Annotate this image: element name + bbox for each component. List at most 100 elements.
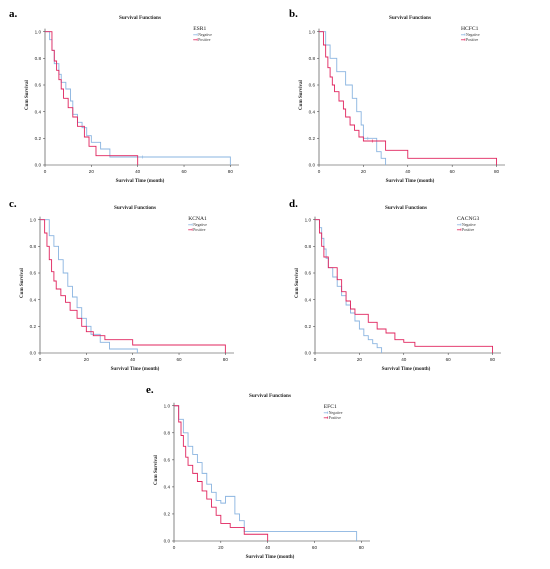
- y-tick-label: 0.6: [309, 83, 316, 88]
- y-tick-label: 0.6: [164, 457, 171, 462]
- y-tick-label: 1.0: [35, 29, 42, 34]
- y-tick-label: 0.2: [305, 324, 312, 329]
- x-tick-label: 40: [130, 357, 136, 362]
- y-tick-label: 0.2: [30, 324, 37, 329]
- km-chart-hcfc1: Survival Functions 0 20 40 60 80 0.0 0.2 0.4 0.6 0…: [299, 15, 505, 184]
- legend-entry: Positive: [193, 228, 206, 232]
- y-tick-label: 0.6: [30, 271, 37, 276]
- x-axis-label: Survival Time (month): [386, 179, 435, 184]
- y-tick-label: 0.6: [35, 83, 42, 88]
- km-chart-kcna1: Survival Functions 0 20 40 60 80 0.0 0.2 0.4 0.6 0…: [20, 205, 234, 372]
- legend-entry: Negative: [329, 411, 343, 415]
- panel-e: e. Survival Functions 0 20 40 60 80 0.0 0.2 0.4 0…: [135, 378, 415, 569]
- x-tick-label: 20: [84, 357, 90, 362]
- x-tick-label: 80: [494, 169, 500, 174]
- legend-gene-name: KCNA1: [188, 216, 207, 222]
- y-tick-label: 0.4: [164, 485, 171, 490]
- chart-title: Survival Functions: [385, 205, 427, 211]
- legend-gene-name: CACNG3: [457, 216, 480, 222]
- legend-entry: Positive: [198, 38, 211, 42]
- panel-b: b. Survival Functions 0 20 40 60 80 0.0 0.2 0.4 0…: [275, 0, 550, 190]
- legend-gene-name: HCFC1: [461, 26, 479, 32]
- panel-letter: c.: [9, 198, 17, 210]
- chart-title: Survival Functions: [249, 393, 291, 399]
- x-axis-label: Survival Time (month): [382, 367, 431, 372]
- panel-letter: b.: [289, 8, 298, 20]
- x-tick-label: 60: [181, 169, 187, 174]
- x-tick-label: 20: [218, 545, 224, 550]
- legend-entry: Negative: [193, 223, 207, 227]
- km-curve-positive: [315, 219, 494, 353]
- y-axis-label: Cum Survival: [295, 267, 300, 297]
- y-tick-label: 0.0: [309, 163, 316, 168]
- x-tick-label: 40: [135, 169, 141, 174]
- y-tick-label: 0.4: [35, 109, 42, 114]
- panel-a: a. Survival Functions 0 20 40 60 80 0.0 0.2 0.4 0…: [0, 0, 275, 190]
- legend-entry: Negative: [466, 33, 480, 37]
- x-tick-label: 60: [176, 357, 182, 362]
- y-tick-label: 0.2: [164, 512, 171, 517]
- x-tick-label: 0: [318, 169, 321, 174]
- y-tick-label: 0.0: [305, 351, 312, 356]
- x-tick-label: 80: [223, 357, 229, 362]
- x-tick-label: 0: [39, 357, 42, 362]
- x-tick-label: 20: [89, 169, 95, 174]
- legend-entry: Negative: [462, 223, 476, 227]
- y-axis-label: Cum Survival: [154, 454, 159, 484]
- x-axis-label: Survival Time (month): [116, 179, 165, 184]
- y-tick-label: 1.0: [164, 403, 171, 408]
- y-tick-label: 0.0: [164, 539, 171, 544]
- x-tick-label: 20: [357, 357, 363, 362]
- km-curve-negative: [319, 31, 387, 165]
- km-chart-cacng3: Survival Functions 0 20 40 60 80 0.0 0.2 0.4 0.6 0…: [295, 205, 501, 372]
- y-tick-label: 0.8: [305, 244, 312, 249]
- km-chart-esr1: Survival Functions 0 20 40 60 80 0.0 0.2 0.4 0.6 0…: [25, 15, 239, 184]
- y-tick-label: 0.2: [309, 136, 316, 141]
- y-axis-label: Cum Survival: [25, 79, 30, 109]
- x-tick-label: 40: [401, 357, 407, 362]
- x-tick-label: 60: [446, 357, 452, 362]
- km-curve-positive: [40, 219, 226, 353]
- y-tick-label: 0.0: [30, 351, 37, 356]
- chart-title: Survival Functions: [119, 15, 161, 21]
- x-tick-label: 0: [173, 545, 176, 550]
- y-tick-label: 0.8: [309, 56, 316, 61]
- km-curve-negative: [174, 405, 358, 541]
- km-curve-positive: [319, 31, 498, 165]
- y-tick-label: 0.0: [35, 163, 42, 168]
- y-tick-label: 0.2: [35, 136, 42, 141]
- km-curve-negative: [45, 31, 231, 165]
- km-curve-positive: [174, 405, 269, 541]
- x-tick-label: 0: [44, 169, 47, 174]
- panel-d: d. Survival Functions 0 20 40 60 80 0.0 0.2 0.4 0…: [275, 190, 550, 380]
- panel-letter: d.: [289, 198, 298, 210]
- x-tick-label: 20: [361, 169, 367, 174]
- x-tick-label: 60: [450, 169, 456, 174]
- x-tick-label: 80: [359, 545, 365, 550]
- x-axis-label: Survival Time (month): [111, 367, 160, 372]
- legend-gene-name: ESR1: [193, 26, 206, 32]
- km-chart-efc1: Survival Functions 0 20 40 60 80 0.0 0.2 0.4 0.6 0…: [154, 393, 370, 560]
- y-tick-label: 0.8: [164, 430, 171, 435]
- km-curve-negative: [315, 219, 383, 353]
- legend-gene-name: EFC1: [324, 404, 337, 410]
- panel-letter: a.: [9, 8, 18, 20]
- y-tick-label: 0.4: [30, 297, 37, 302]
- y-tick-label: 0.6: [305, 271, 312, 276]
- y-axis-label: Cum Survival: [299, 79, 304, 109]
- legend-entry: Negative: [198, 33, 212, 37]
- x-tick-label: 0: [314, 357, 317, 362]
- y-axis-label: Cum Survival: [20, 267, 25, 297]
- legend-entry: Positive: [329, 416, 342, 420]
- y-tick-label: 0.4: [305, 297, 312, 302]
- x-tick-label: 60: [312, 545, 318, 550]
- x-tick-label: 40: [265, 545, 271, 550]
- y-tick-label: 0.8: [30, 244, 37, 249]
- y-tick-label: 1.0: [305, 217, 312, 222]
- y-tick-label: 1.0: [309, 29, 316, 34]
- y-tick-label: 0.8: [35, 56, 42, 61]
- legend-entry: Positive: [466, 38, 479, 42]
- km-curve-positive: [45, 31, 139, 165]
- panel-letter: e.: [146, 384, 154, 396]
- x-tick-label: 40: [405, 169, 411, 174]
